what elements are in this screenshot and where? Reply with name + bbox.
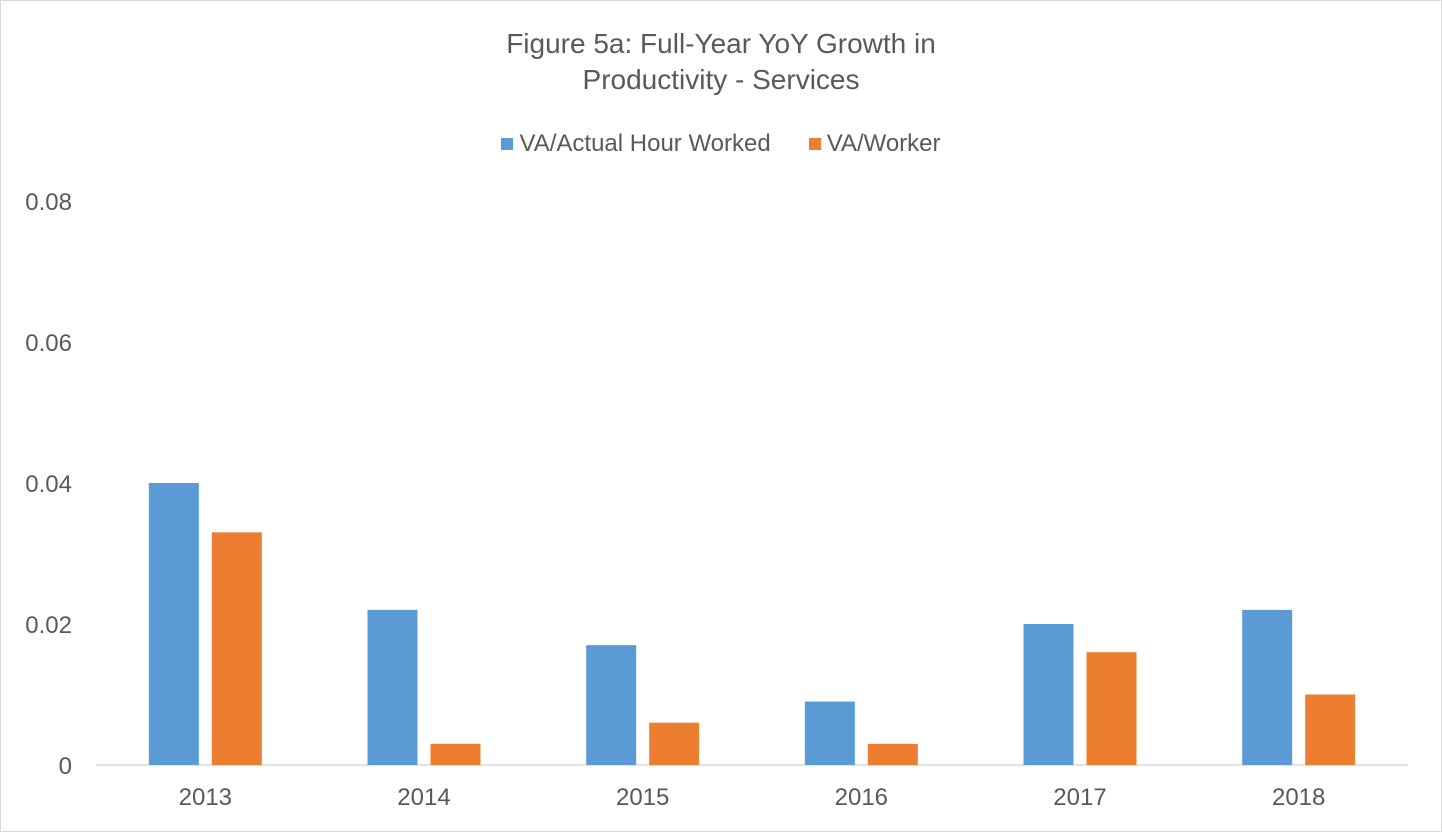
bar-va-actual-hour-worked-2017	[1023, 624, 1074, 765]
bar-va-worker-2015	[649, 722, 700, 765]
bar-va-actual-hour-worked-2018	[1242, 609, 1293, 765]
bar-va-worker-2013	[211, 532, 262, 765]
legend-label-va-actual-hour-worked: VA/Actual Hour Worked	[519, 130, 771, 157]
bar-va-actual-hour-worked-2016	[804, 701, 855, 765]
x-tick-label: 2014	[397, 784, 450, 811]
bar-va-worker-2018	[1305, 694, 1356, 765]
x-tick-label: 2018	[1272, 784, 1325, 811]
bar-va-actual-hour-worked-2015	[586, 645, 637, 765]
legend-swatch-va-actual-hour-worked	[501, 138, 514, 150]
chart-title: Figure 5a: Full-Year YoY Growth in Produ…	[0, 26, 1442, 98]
y-tick-label: 0.08	[25, 189, 72, 216]
chart-title-line-1: Figure 5a: Full-Year YoY Growth in	[506, 28, 936, 59]
y-tick-label: 0.02	[25, 612, 72, 639]
bar-va-worker-2016	[867, 743, 918, 765]
legend-item-va-actual-hour-worked: VA/Actual Hour Worked	[501, 128, 771, 160]
legend-swatch-va-worker	[808, 138, 821, 150]
legend-label-va-worker: VA/Worker	[826, 130, 941, 157]
bar-va-worker-2017	[1086, 652, 1137, 765]
bar-va-worker-2014	[430, 743, 481, 765]
legend-item-va-worker: VA/Worker	[808, 128, 941, 160]
bar-va-actual-hour-worked-2013	[148, 483, 199, 765]
chart-legend: VA/Actual Hour Worked VA/Worker	[0, 128, 1442, 160]
y-tick-label: 0	[59, 753, 72, 780]
y-tick-label: 0.06	[25, 330, 72, 357]
y-tick-label: 0.04	[25, 471, 72, 498]
x-tick-label: 2013	[179, 784, 232, 811]
x-tick-label: 2017	[1053, 784, 1106, 811]
x-tick-label: 2016	[835, 784, 888, 811]
x-tick-label: 2015	[616, 784, 669, 811]
bar-va-actual-hour-worked-2014	[367, 609, 418, 765]
chart-title-line-2: Productivity - Services	[582, 64, 860, 95]
